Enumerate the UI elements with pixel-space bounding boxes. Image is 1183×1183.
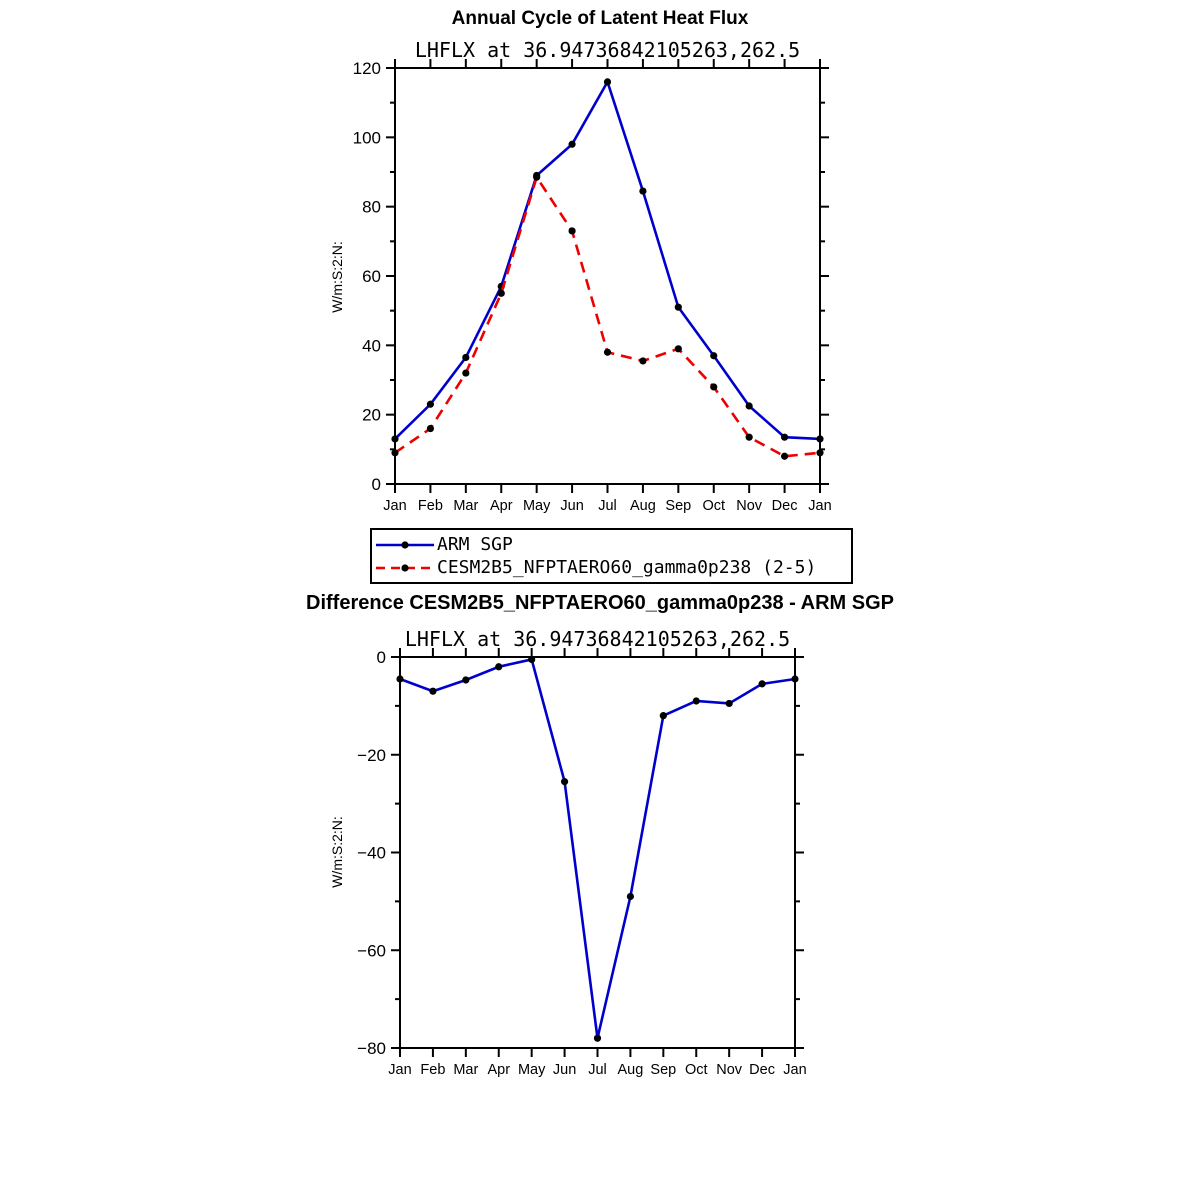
x-tick-label: Jun — [553, 1062, 576, 1078]
data-point-marker — [659, 712, 667, 720]
data-point-marker — [745, 433, 753, 441]
x-tick-label: Jan — [383, 498, 406, 514]
data-point-marker — [780, 433, 789, 441]
y-tick-label: 40 — [362, 336, 381, 355]
data-point-marker — [725, 699, 733, 708]
data-point-marker — [674, 303, 682, 311]
difference-chart: −80 −60 −40 −20 0 Jan Feb Mar Apr May Jun Jul Aug Sep… — [357, 648, 807, 1078]
x-tick-label: May — [523, 498, 551, 514]
x-tick-label: Jun — [560, 498, 583, 514]
data-point-marker — [426, 424, 435, 433]
y-tick-label: −40 — [357, 844, 386, 863]
data-point-marker — [497, 289, 505, 297]
y-tick-label: −20 — [357, 746, 386, 765]
data-point-marker — [603, 78, 612, 86]
data-point-marker — [710, 352, 718, 360]
legend-marker — [401, 540, 409, 549]
data-point-marker — [462, 369, 470, 377]
data-point-marker — [528, 655, 536, 664]
data-point-marker — [603, 348, 612, 356]
data-point-marker — [816, 435, 824, 443]
data-point-marker — [462, 676, 470, 684]
data-point-marker — [780, 452, 789, 460]
data-point-marker — [391, 449, 399, 457]
data-point-marker — [429, 687, 437, 695]
data-point-marker — [462, 353, 470, 362]
x-tick-label: Jan — [783, 1062, 806, 1078]
data-point-marker — [568, 140, 576, 148]
x-tick-label: Apr — [487, 1062, 510, 1078]
legend-item: CESM2B5_NFPTAERO60_gamma0p238 (2-5) — [376, 556, 849, 579]
legend-label: CESM2B5_NFPTAERO60_gamma0p238 (2-5) — [437, 557, 817, 578]
data-point-marker — [568, 227, 576, 235]
data-point-marker — [396, 675, 404, 683]
y-tick-label: 0 — [372, 475, 381, 494]
y-tick-label: −80 — [357, 1039, 386, 1058]
legend-line-sample — [376, 563, 434, 572]
x-tick-label: Nov — [736, 498, 763, 514]
x-tick-label: May — [518, 1062, 546, 1078]
x-tick-label: Jul — [588, 1062, 607, 1078]
y-tick-label: −60 — [357, 941, 386, 960]
legend-label: ARM SGP — [437, 534, 513, 555]
x-tick-label: Oct — [685, 1062, 708, 1078]
chart1-subtitle: LHFLX at 36.94736842105263,262.5 — [414, 38, 801, 62]
data-point-marker — [758, 680, 766, 688]
data-point-marker — [495, 663, 503, 671]
legend-marker — [401, 563, 409, 572]
x-tick-label: Aug — [630, 498, 656, 514]
x-tick-label: Sep — [650, 1062, 676, 1078]
x-tick-label: Mar — [453, 1062, 478, 1078]
legend: ARM SGP CESM2B5_NFPTAERO60_gamma0p238 (2-… — [370, 528, 853, 584]
chart2-subtitle: LHFLX at 36.94736842105263,262.5 — [404, 627, 791, 651]
x-tick-label: Oct — [702, 498, 725, 514]
data-point-marker — [692, 697, 700, 705]
x-tick-label: Dec — [749, 1062, 775, 1078]
x-tick-label: Nov — [716, 1062, 743, 1078]
y-tick-label: 100 — [353, 128, 381, 147]
data-point-marker — [391, 435, 399, 443]
x-tick-label: Feb — [418, 498, 443, 514]
x-tick-label: Mar — [453, 498, 478, 514]
x-tick-label: Jan — [808, 498, 831, 514]
x-tick-label: Jan — [388, 1062, 411, 1078]
data-point-marker — [674, 345, 682, 353]
data-point-marker — [791, 675, 799, 683]
x-tick-label: Jul — [598, 498, 617, 514]
data-point-marker — [710, 383, 718, 391]
difference-title: Difference CESM2B5_NFPTAERO60_gamma0p238… — [306, 592, 894, 614]
x-tick-label: Sep — [665, 498, 691, 514]
main-title: Annual Cycle of Latent Heat Flux — [451, 8, 749, 29]
data-point-marker — [745, 402, 753, 410]
data-point-marker — [560, 778, 569, 786]
y-tick-label: 120 — [353, 59, 381, 78]
y-tick-label: 20 — [362, 406, 381, 425]
legend-item: ARM SGP — [376, 533, 849, 556]
data-point-marker — [639, 357, 647, 365]
annual-cycle-chart: 0 20 40 60 80 100 120 Jan Feb Mar Apr May Jun Jul Aug S… — [353, 59, 832, 514]
x-tick-label: Aug — [618, 1062, 644, 1078]
y-tick-label: 80 — [362, 198, 381, 217]
series-line — [394, 174, 821, 458]
x-tick-label: Feb — [420, 1062, 445, 1078]
data-point-marker — [816, 449, 824, 457]
plot-frame — [399, 656, 796, 1049]
data-point-marker — [593, 1034, 602, 1042]
x-tick-label: Dec — [772, 498, 798, 514]
data-point-marker — [533, 173, 541, 181]
data-point-marker — [426, 400, 435, 408]
x-tick-label: Apr — [490, 498, 513, 514]
legend-line-sample — [376, 540, 434, 549]
data-point-marker — [626, 892, 635, 901]
series-line — [399, 657, 796, 1039]
data-point-marker — [639, 187, 647, 195]
y-tick-label: 60 — [362, 267, 381, 286]
y-tick-label: 0 — [377, 648, 386, 667]
plot-frame — [394, 67, 821, 485]
